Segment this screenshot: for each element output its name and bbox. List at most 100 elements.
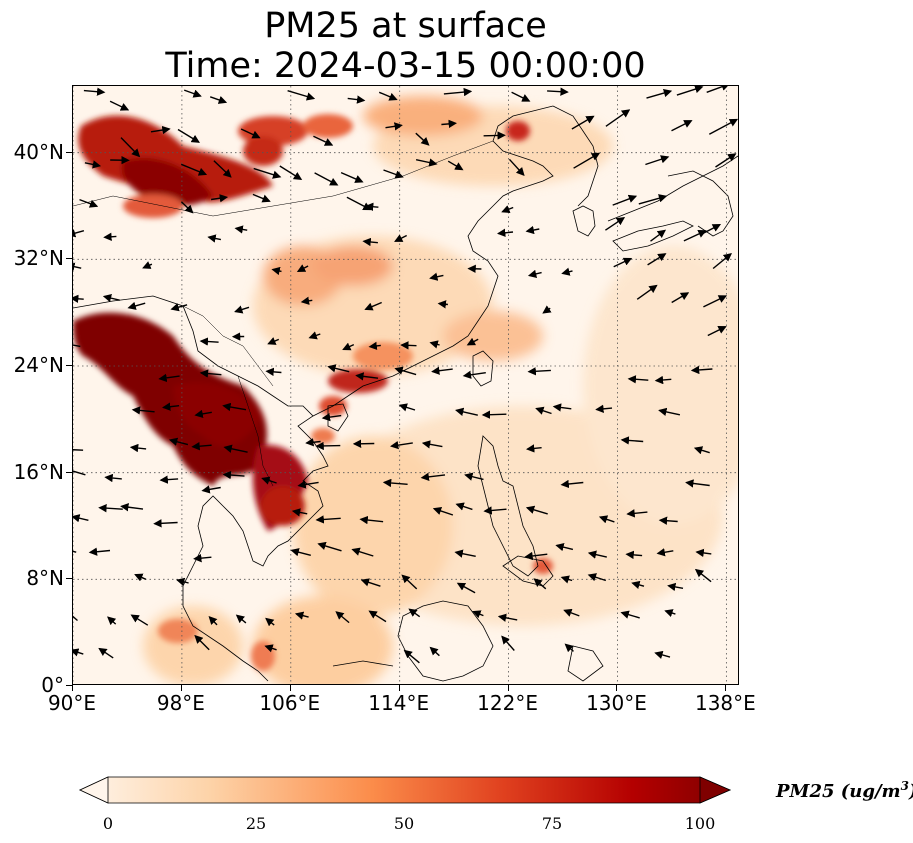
wind-arrow [180,201,194,214]
wind-arrow [400,341,417,350]
wind-arrow [287,90,316,101]
wind-arrow [150,125,171,135]
wind-arrow [130,614,149,626]
wind-arrow [432,506,454,516]
longitude-tick-label: 114°E [368,691,430,715]
wind-arrow [98,647,114,659]
wind-arrow [650,229,667,242]
wind-arrow [695,548,712,558]
wind-arrow [443,87,473,97]
wind-arrow [213,160,232,178]
wind-arrow [638,194,668,205]
wind-arrow [524,551,548,561]
wind-arrow [383,169,404,179]
wind-arrow [645,155,670,166]
colorbar-title-superscript: 3 [900,779,909,793]
wind-arrow [605,217,626,231]
wind-arrow [79,198,99,208]
wind-arrow [240,128,261,139]
wind-arrow [73,449,84,451]
latitude-tick-mark [66,578,72,580]
wind-arrow [454,549,476,558]
wind-arrow [265,367,282,377]
wind-arrow [235,614,247,624]
latitude-tick-mark [66,685,72,686]
wind-arrow [300,296,313,305]
wind-arrow [626,509,648,518]
wind-arrow [209,96,228,104]
wind-arrow [368,610,387,623]
wind-arrow [207,234,222,243]
wind-arrow [170,303,188,312]
latitude-tick-mark [66,258,72,260]
wind-arrow [177,128,200,143]
colorbar-tick-label: 0 [102,814,114,833]
latitude-tick-mark [66,471,72,473]
wind-arrow [252,193,271,203]
wind-arrow [317,541,342,552]
wind-arrow [390,440,413,450]
wind-arrow [305,438,321,447]
wind-arrow [194,634,210,651]
longitude-tick-mark [72,685,73,691]
wind-arrow [208,615,218,626]
wind-arrow [620,610,640,619]
wind-arrow [314,172,339,186]
wind-arrow [694,568,712,583]
wind-arrow [647,253,667,266]
wind-arrow [368,341,381,351]
longitude-tick-label: 138°E [694,691,756,715]
wind-arrow [501,635,515,651]
wind-arrow [73,294,84,303]
wind-arrow [437,300,448,309]
wind-arrow [264,644,277,653]
wind-arrow [153,519,178,528]
wind-arrow [654,375,672,385]
wind-arrow [462,370,486,379]
wind-arrow [88,547,111,556]
wind-arrow [199,337,219,346]
latitude-tick-mark [66,365,72,366]
wind-arrow [401,574,418,590]
wind-arrow [656,548,674,557]
wind-arrow [456,582,476,594]
map-gridlines [73,86,738,684]
wind-arrow [355,372,379,381]
wind-arrow [671,292,690,304]
wind-arrow [73,514,89,523]
wind-arrow [658,407,681,416]
wind-arrow [685,479,710,488]
wind-arrow [359,515,384,525]
colorbar-title-text: PM25 (ug/m [776,781,901,802]
wind-arrow [120,503,144,512]
wind-arrow [104,473,122,483]
wind-arrow [547,87,569,96]
latitude-tick-mark [66,151,72,153]
wind-arrow [385,122,403,131]
wind-arrow [265,617,275,627]
wind-arrow [441,119,457,129]
longitude-tick-mark [289,685,291,691]
wind-arrow [191,442,212,451]
wind-arrow [552,403,572,412]
wind-arrow [654,650,671,659]
wind-arrow [84,160,102,169]
colorbar-tick-label: 100 [684,814,716,833]
wind-arrow [168,437,189,446]
longitude-tick-label: 122°E [477,691,538,715]
wind-arrow [134,573,147,582]
wind-arrow [533,578,547,590]
wind-arrow [508,158,525,177]
longitude-tick-mark [616,685,618,691]
wind-arrow [176,577,189,586]
wind-arrow [279,165,303,181]
wind-arrow [234,305,250,314]
wind-arrow [620,436,644,445]
wind-arrow [142,261,153,269]
latitude-tick-label: 24°N [13,353,64,377]
wind-arrow [294,611,309,620]
longitude-tick-mark [725,685,727,691]
wind-arrow [571,115,595,130]
wind-arrow [382,478,408,488]
wind-arrow [296,264,309,272]
